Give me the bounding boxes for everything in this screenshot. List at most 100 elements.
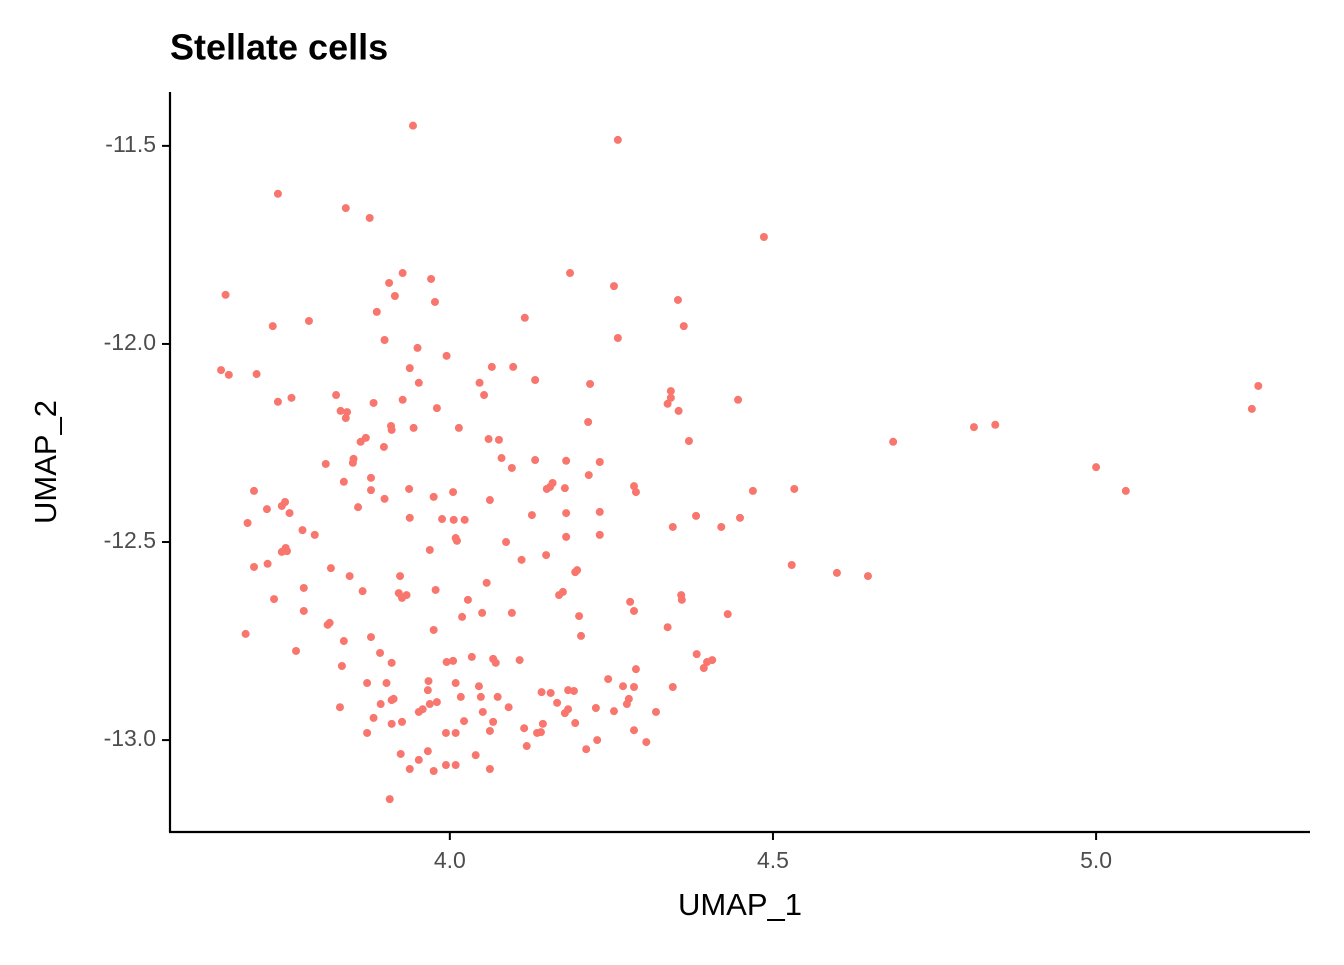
point: [520, 313, 529, 322]
point: [507, 463, 516, 472]
point: [619, 682, 628, 691]
point: [299, 583, 308, 592]
point: [717, 522, 726, 531]
point: [336, 406, 345, 415]
point: [423, 686, 432, 695]
point: [441, 761, 450, 770]
point: [326, 564, 335, 573]
point: [1254, 381, 1263, 390]
point: [759, 232, 768, 241]
point: [456, 692, 465, 701]
point: [584, 471, 593, 480]
point: [522, 742, 531, 751]
point: [527, 511, 536, 520]
point: [429, 625, 438, 634]
point: [299, 606, 308, 615]
point: [262, 505, 271, 514]
point: [366, 633, 375, 642]
point: [507, 608, 516, 617]
point: [389, 694, 398, 703]
point: [485, 726, 494, 735]
point: [425, 700, 434, 709]
point: [358, 587, 367, 596]
point: [582, 745, 591, 754]
point: [424, 677, 433, 686]
point: [674, 406, 683, 415]
point: [684, 437, 693, 446]
point: [560, 709, 569, 718]
point: [380, 335, 389, 344]
point: [692, 511, 701, 520]
point: [631, 488, 640, 497]
point: [484, 435, 493, 444]
point: [380, 494, 389, 503]
point: [699, 663, 708, 672]
point: [341, 204, 350, 213]
point: [673, 295, 682, 304]
point: [531, 456, 540, 465]
point: [454, 423, 463, 432]
y-axis-label: UMAP_2: [28, 400, 63, 524]
point: [668, 683, 677, 692]
point: [663, 399, 672, 408]
point: [595, 530, 604, 539]
point: [485, 765, 494, 774]
point: [451, 679, 460, 688]
point: [451, 761, 460, 770]
point: [354, 503, 363, 512]
point: [217, 366, 226, 375]
point: [369, 713, 378, 722]
point: [442, 351, 451, 360]
point: [385, 795, 394, 804]
point: [449, 515, 458, 524]
point: [538, 719, 547, 728]
point: [548, 478, 557, 487]
point: [509, 362, 518, 371]
point: [666, 393, 675, 402]
point: [398, 395, 407, 404]
point: [379, 442, 388, 451]
point: [432, 404, 441, 413]
point: [425, 545, 434, 554]
point: [452, 536, 461, 545]
point: [531, 375, 540, 384]
point: [668, 522, 677, 531]
point: [487, 362, 496, 371]
point: [478, 608, 487, 617]
point: [339, 477, 348, 486]
point: [339, 637, 348, 646]
point: [431, 585, 440, 594]
point: [363, 728, 372, 737]
point: [463, 595, 472, 604]
point: [562, 456, 571, 465]
point: [243, 519, 252, 528]
point: [429, 492, 438, 501]
x-tick-label: 5.0: [1080, 847, 1112, 873]
point: [471, 751, 480, 760]
point: [458, 612, 467, 621]
point: [224, 370, 233, 379]
point: [277, 501, 286, 510]
point: [268, 322, 277, 331]
point: [221, 290, 230, 299]
point: [569, 686, 578, 695]
point: [449, 656, 458, 665]
y-tick-label: -12.5: [104, 527, 156, 553]
point: [282, 547, 291, 556]
point: [285, 509, 294, 518]
point: [748, 486, 757, 495]
point: [593, 736, 602, 745]
point: [432, 698, 441, 707]
point: [555, 591, 564, 600]
point: [493, 692, 502, 701]
point: [273, 189, 282, 198]
point: [341, 414, 350, 423]
point: [692, 650, 701, 659]
point: [323, 620, 332, 629]
point: [398, 717, 407, 726]
point: [542, 551, 551, 560]
point: [586, 379, 595, 388]
point: [348, 458, 357, 467]
point: [298, 526, 307, 535]
